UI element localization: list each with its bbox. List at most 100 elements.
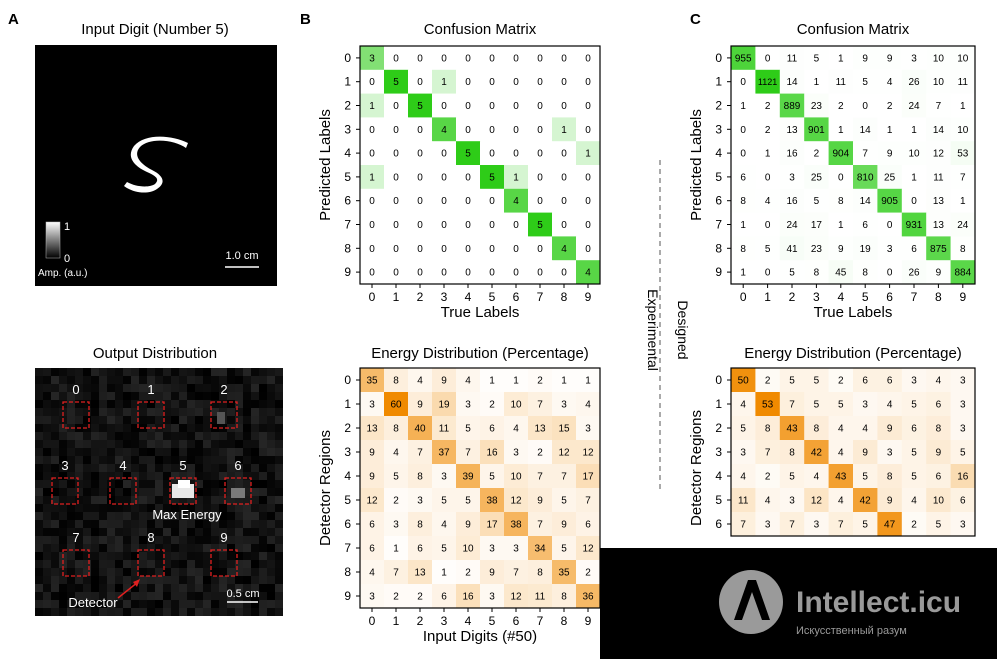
heatmap-cell — [552, 584, 577, 609]
noise-pixel — [195, 488, 203, 496]
noise-pixel — [91, 512, 99, 520]
cell-value-label: 7 — [789, 400, 795, 411]
noise-pixel — [155, 456, 163, 464]
cell-value-label: 1 — [960, 196, 966, 207]
noise-pixel — [83, 448, 91, 456]
cell-value-label: 7 — [537, 520, 543, 531]
noise-pixel — [219, 456, 227, 464]
noise-pixel — [171, 496, 179, 504]
noise-pixel — [235, 480, 243, 488]
cell-value-label: 0 — [465, 268, 471, 279]
y-tick-label: 6 — [344, 194, 351, 208]
noise-pixel — [187, 400, 195, 408]
heatmap-cell — [552, 260, 577, 285]
noise-pixel — [91, 488, 99, 496]
noise-pixel — [227, 528, 235, 536]
noise-pixel — [59, 496, 67, 504]
cell-value-label: 12 — [510, 592, 522, 603]
cell-value-label: 4 — [369, 568, 375, 579]
heatmap-cell — [576, 440, 601, 465]
heatmap-cell — [576, 464, 601, 489]
noise-pixel — [107, 400, 115, 408]
noise-pixel — [51, 480, 59, 488]
noise-pixel — [139, 440, 147, 448]
heatmap-cell — [360, 512, 385, 537]
cell-value-label: 0 — [537, 101, 543, 112]
cell-value-label: 8 — [814, 268, 820, 279]
noise-pixel — [235, 408, 243, 416]
noise-pixel — [171, 512, 179, 520]
noise-pixel — [211, 416, 219, 424]
noise-pixel — [251, 496, 259, 504]
heatmap-cell — [779, 69, 805, 94]
cell-value-label: 1 — [489, 376, 495, 387]
noise-pixel — [267, 568, 275, 576]
cell-value-label: 5 — [862, 520, 868, 531]
noise-pixel — [67, 520, 75, 528]
noise-pixel — [267, 520, 275, 528]
cell-value-label: 0 — [441, 268, 447, 279]
noise-pixel — [259, 448, 267, 456]
heatmap-cell — [384, 536, 409, 561]
heatmap-cell — [828, 392, 854, 417]
cell-value-label: 0 — [513, 149, 519, 160]
cell-value-label: 16 — [786, 196, 798, 207]
noise-pixel — [171, 536, 179, 544]
noise-pixel — [219, 568, 227, 576]
cell-value-label: 0 — [465, 172, 471, 183]
cell-value-label: 0 — [537, 77, 543, 88]
noise-pixel — [219, 528, 227, 536]
noise-pixel — [83, 600, 91, 608]
noise-pixel — [235, 544, 243, 552]
noise-pixel — [251, 432, 259, 440]
heatmap-cell — [504, 212, 529, 237]
cell-value-label: 36 — [582, 592, 594, 603]
noise-pixel — [219, 464, 227, 472]
cell-value-label: 0 — [537, 149, 543, 160]
heatmap-cell — [480, 260, 505, 285]
noise-pixel — [187, 384, 195, 392]
noise-pixel — [179, 376, 187, 384]
heatmap-cell — [552, 536, 577, 561]
detector-region-label: 3 — [61, 458, 68, 473]
cell-value-label: 15 — [558, 424, 570, 435]
cell-value-label: 0 — [489, 125, 495, 136]
heatmap-cell — [731, 46, 756, 71]
heatmap-cell — [504, 236, 529, 261]
noise-pixel — [171, 520, 179, 528]
noise-pixel — [163, 568, 171, 576]
heatmap-cell — [552, 368, 577, 393]
watermark-tagline: Искусственный разум — [796, 625, 907, 637]
noise-pixel — [139, 592, 147, 600]
noise-pixel — [179, 608, 187, 616]
cell-value-label: 17 — [486, 520, 498, 531]
noise-pixel — [195, 384, 203, 392]
y-tick-label: 8 — [715, 241, 722, 255]
noise-pixel — [115, 544, 123, 552]
noise-pixel — [35, 368, 43, 376]
heatmap-cell — [926, 260, 951, 285]
heatmap-cell — [926, 69, 951, 94]
y-tick-label: 7 — [344, 218, 351, 232]
noise-pixel — [275, 512, 283, 520]
noise-pixel — [259, 584, 267, 592]
noise-pixel — [219, 536, 227, 544]
heatmap-cell — [926, 212, 951, 237]
detector-region-box — [62, 549, 90, 577]
noise-pixel — [203, 408, 211, 416]
noise-pixel — [267, 528, 275, 536]
cell-value-label: 35 — [366, 376, 378, 387]
cell-value-label: 0 — [513, 53, 519, 64]
cell-value-label: 6 — [585, 520, 591, 531]
cell-value-label: 1 — [513, 172, 519, 183]
noise-pixel — [75, 456, 83, 464]
noise-pixel — [219, 400, 227, 408]
x-tick-label: 9 — [585, 614, 592, 628]
noise-pixel — [235, 392, 243, 400]
cell-value-label: 1 — [911, 172, 917, 183]
noise-pixel — [251, 600, 259, 608]
noise-pixel — [35, 544, 43, 552]
noise-pixel — [75, 536, 83, 544]
cell-value-label: 10 — [933, 496, 945, 507]
heatmap-cell — [576, 512, 601, 537]
